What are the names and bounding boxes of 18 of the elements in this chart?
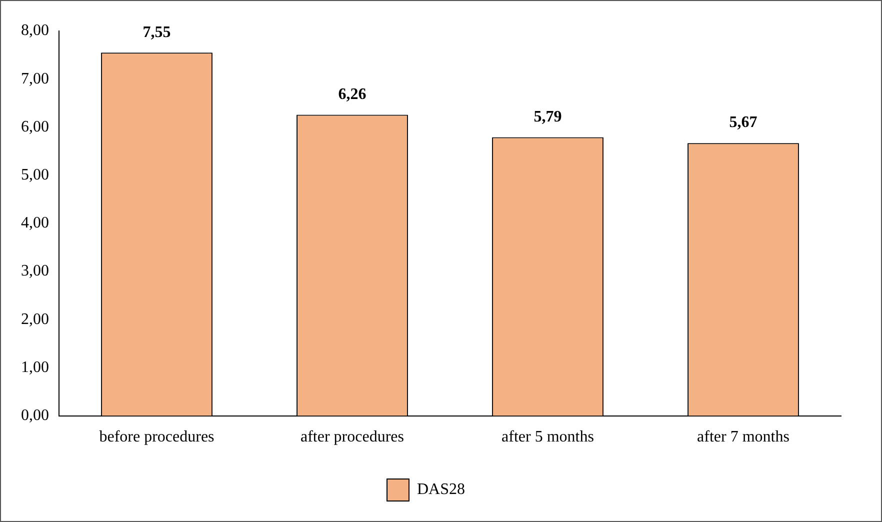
data-label: 7,55: [142, 24, 171, 41]
x-tick-label: before procedures: [99, 428, 214, 446]
y-tick-label: 4,00: [21, 214, 49, 232]
y-tick-label: 5,00: [21, 166, 49, 184]
y-tick-label: 7,00: [21, 70, 49, 88]
legend-label: DAS28: [416, 481, 466, 498]
y-tick-label: 3,00: [21, 262, 49, 280]
y-tick-label: 0,00: [21, 407, 49, 424]
x-tick-label: after procedures: [300, 428, 404, 446]
data-label: 5,67: [729, 114, 758, 132]
data-label: 5,79: [534, 108, 562, 126]
y-tick-label: 8,00: [21, 22, 49, 40]
y-tick-label: 1,00: [21, 358, 49, 376]
y-tick-label: 2,00: [21, 310, 49, 328]
data-label: 6,26: [338, 86, 366, 103]
x-tick-label: after 7 months: [697, 428, 790, 446]
y-tick-label: 6,00: [21, 118, 49, 136]
x-tick-label: after 5 months: [502, 428, 594, 446]
